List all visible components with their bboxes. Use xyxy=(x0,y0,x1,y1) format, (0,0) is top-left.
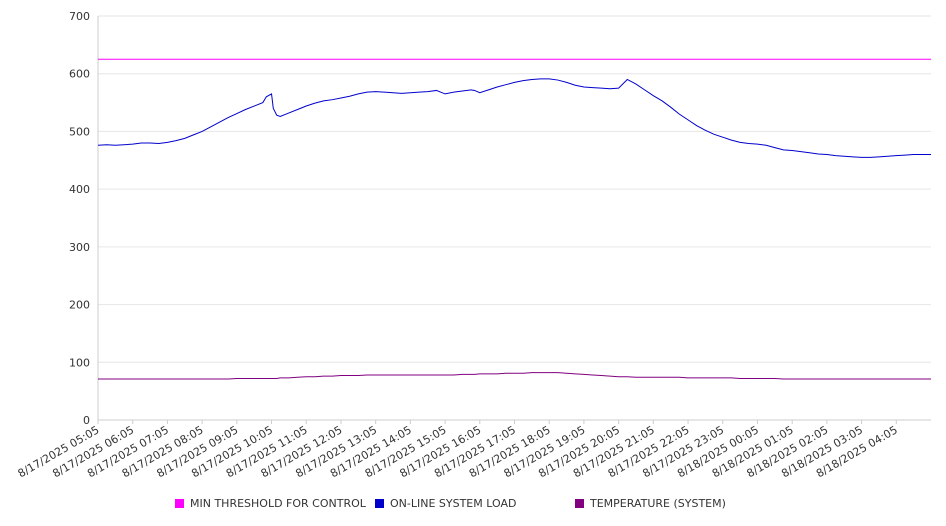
y-tick-label: 400 xyxy=(69,183,90,196)
legend-swatch-online-system-load xyxy=(375,499,384,508)
chart-legend: MIN THRESHOLD FOR CONTROL ON-LINE SYSTEM… xyxy=(0,497,946,515)
series-layer xyxy=(97,58,931,380)
y-tick-label: 0 xyxy=(83,414,90,427)
y-tick-label: 100 xyxy=(69,356,90,369)
y-tick-label: 300 xyxy=(69,241,90,254)
y-tick-label: 600 xyxy=(69,68,90,81)
legend-label-online-system-load: ON-LINE SYSTEM LOAD xyxy=(390,497,517,510)
legend-swatch-min-threshold xyxy=(175,499,184,508)
legend-item-min-threshold[interactable]: MIN THRESHOLD FOR CONTROL xyxy=(175,497,366,510)
axis-layer xyxy=(97,16,931,424)
series-line-on-line-system-load[interactable] xyxy=(97,78,931,158)
legend-item-temperature-system[interactable]: TEMPERATURE (SYSTEM) xyxy=(575,497,726,510)
legend-label-min-threshold: MIN THRESHOLD FOR CONTROL xyxy=(190,497,366,510)
y-tick-label: 700 xyxy=(69,10,90,23)
series-line-temperature-system[interactable] xyxy=(98,372,931,380)
y-tick-label: 500 xyxy=(69,125,90,138)
legend-label-temperature-system: TEMPERATURE (SYSTEM) xyxy=(590,497,726,510)
grid-layer xyxy=(98,15,931,363)
legend-swatch-temperature-system xyxy=(575,499,584,508)
y-tick-label: 200 xyxy=(69,299,90,312)
legend-item-online-system-load[interactable]: ON-LINE SYSTEM LOAD xyxy=(375,497,516,510)
